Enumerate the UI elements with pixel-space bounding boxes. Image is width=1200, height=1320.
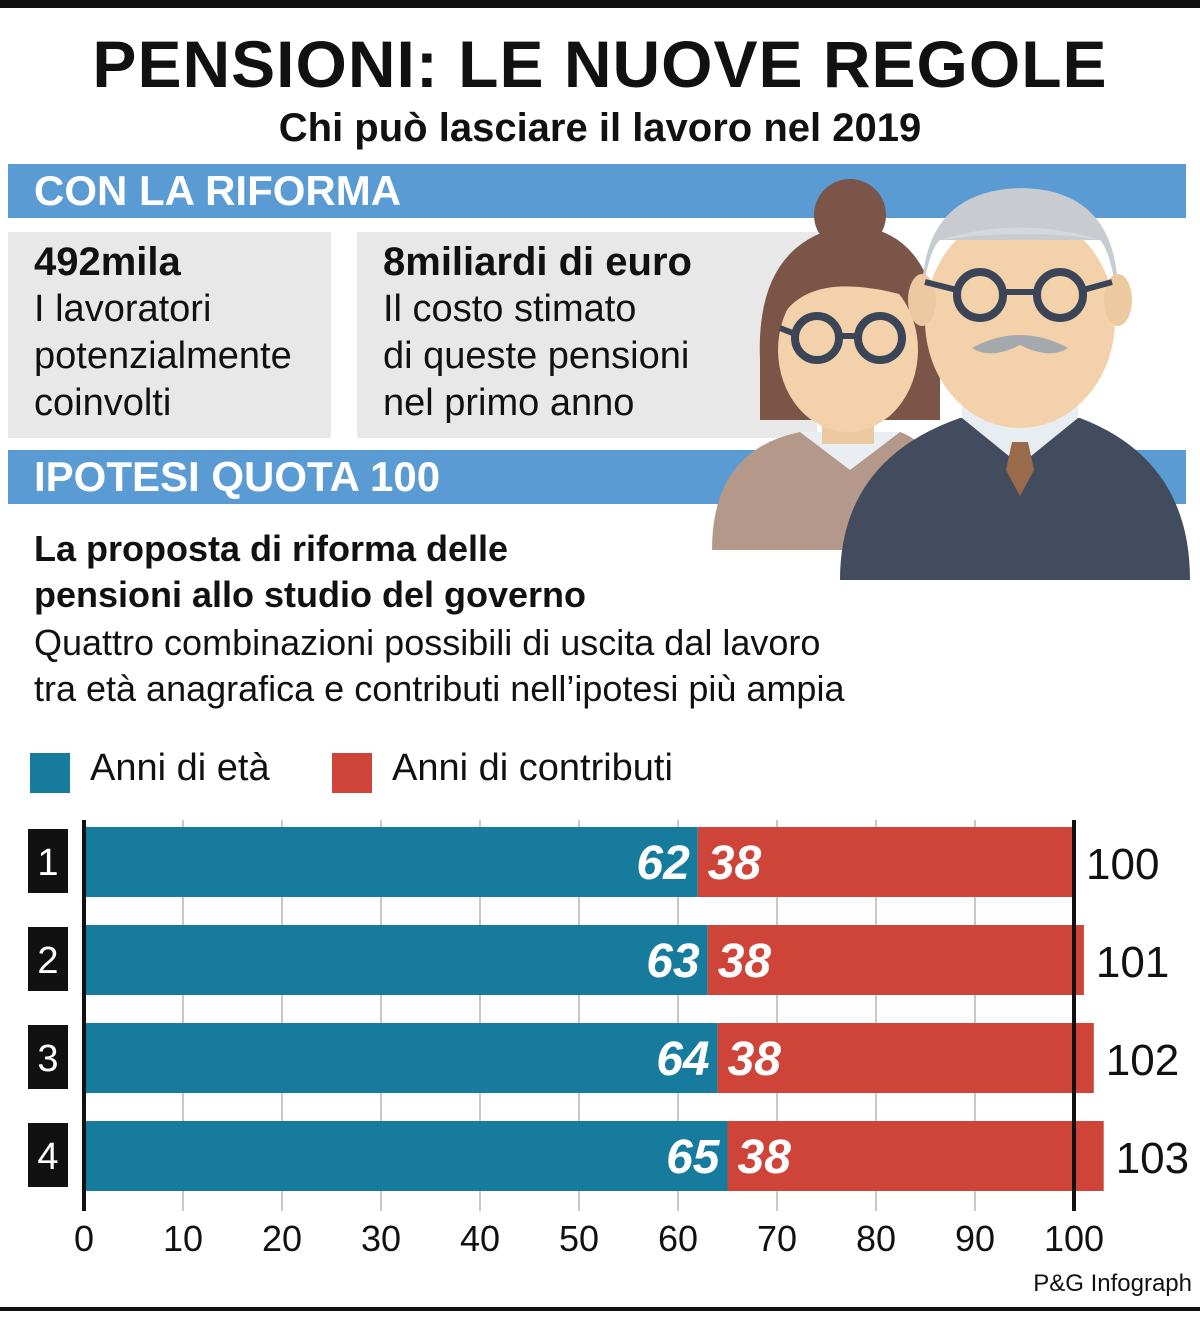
data-label-contributions: 38: [708, 837, 762, 890]
data-label-contributions: 38: [718, 935, 772, 988]
x-tick-label: 90: [955, 1218, 995, 1259]
total-label: 101: [1096, 938, 1169, 987]
bar-age: [84, 1121, 728, 1191]
page-subtitle: Chi può lasciare il lavoro nel 2019: [278, 106, 922, 150]
credit: P&G Infograph: [1033, 1270, 1192, 1297]
legend-swatch-age: [30, 753, 70, 793]
data-label-age: 62: [636, 837, 690, 890]
bar-age: [84, 1023, 718, 1093]
x-tick-label: 50: [559, 1218, 599, 1259]
stat-box-cost: 8miliardi di euro Il costo stimato di qu…: [357, 232, 817, 438]
legend-swatch-contributions: [332, 753, 372, 793]
legend-label-contributions: Anni di contributi: [392, 747, 673, 789]
bar-age: [84, 827, 698, 897]
x-tick-label: 30: [361, 1218, 401, 1259]
row-number-label: 1: [37, 842, 58, 884]
x-tick-label: 70: [757, 1218, 797, 1259]
x-tick-label: 0: [74, 1218, 94, 1259]
data-label-age: 65: [666, 1131, 721, 1184]
x-tick-label: 40: [460, 1218, 500, 1259]
proposal-text: Quattro combinazioni possibili di uscita…: [34, 620, 844, 712]
row-number-badge: [28, 927, 68, 991]
stat-line: I lavoratori: [34, 288, 212, 330]
proposal-title: La proposta di riforma delle pensioni al…: [34, 526, 586, 618]
elderly-couple-icon: [712, 179, 1190, 580]
x-tick-label: 100: [1044, 1218, 1104, 1259]
total-label: 102: [1106, 1036, 1179, 1085]
top-rule: [0, 0, 1200, 8]
stat-line: Il costo stimato: [383, 288, 637, 330]
stat-value-workers: 492mila: [34, 240, 181, 284]
x-tick-label: 80: [856, 1218, 896, 1259]
data-label-contributions: 38: [738, 1131, 792, 1184]
row-number-label: 2: [37, 940, 58, 982]
data-label-age: 64: [656, 1033, 709, 1086]
bar-contributions: [717, 1023, 1094, 1093]
row-number-label: 3: [37, 1038, 58, 1080]
bar-contributions: [697, 827, 1074, 897]
stat-box-workers: 492mila I lavoratori potenzialmente coin…: [8, 232, 331, 438]
stat-line: coinvolti: [34, 382, 172, 424]
row-number-badge: [28, 1123, 68, 1187]
chart-legend: Anni di età Anni di contributi: [30, 745, 830, 795]
legend-label-age: Anni di età: [90, 747, 270, 789]
row-number-label: 4: [37, 1136, 58, 1178]
total-label: 103: [1116, 1134, 1189, 1183]
total-label: 100: [1086, 840, 1159, 889]
data-label-contributions: 38: [728, 1033, 782, 1086]
bar-age: [84, 925, 708, 995]
data-label-age: 63: [646, 935, 700, 988]
bar-contributions: [727, 1121, 1104, 1191]
x-tick-label: 10: [163, 1218, 203, 1259]
stat-line: di queste pensioni: [383, 335, 690, 377]
proposal-text-line: Quattro combinazioni possibili di uscita…: [34, 622, 821, 663]
proposal-text-line: tra età anagrafica e contributi nell’ipo…: [34, 668, 845, 709]
stat-line: nel primo anno: [383, 382, 635, 424]
stat-line: potenzialmente: [34, 335, 292, 377]
bottom-rule: [0, 1307, 1200, 1311]
x-tick-label: 60: [658, 1218, 698, 1259]
proposal-title-line: pensioni allo studio del governo: [34, 574, 587, 615]
section-heading-reform: CON LA RIFORMA: [8, 164, 1186, 218]
stat-value-cost: 8miliardi di euro: [383, 240, 692, 284]
x-tick-label: 20: [262, 1218, 302, 1259]
row-number-badge: [28, 829, 68, 893]
row-number-badge: [28, 1025, 68, 1089]
bar-contributions: [707, 925, 1084, 995]
proposal-title-line: La proposta di riforma delle: [34, 528, 509, 569]
page-title: PENSIONI: LE NUOVE REGOLE: [92, 27, 1108, 101]
